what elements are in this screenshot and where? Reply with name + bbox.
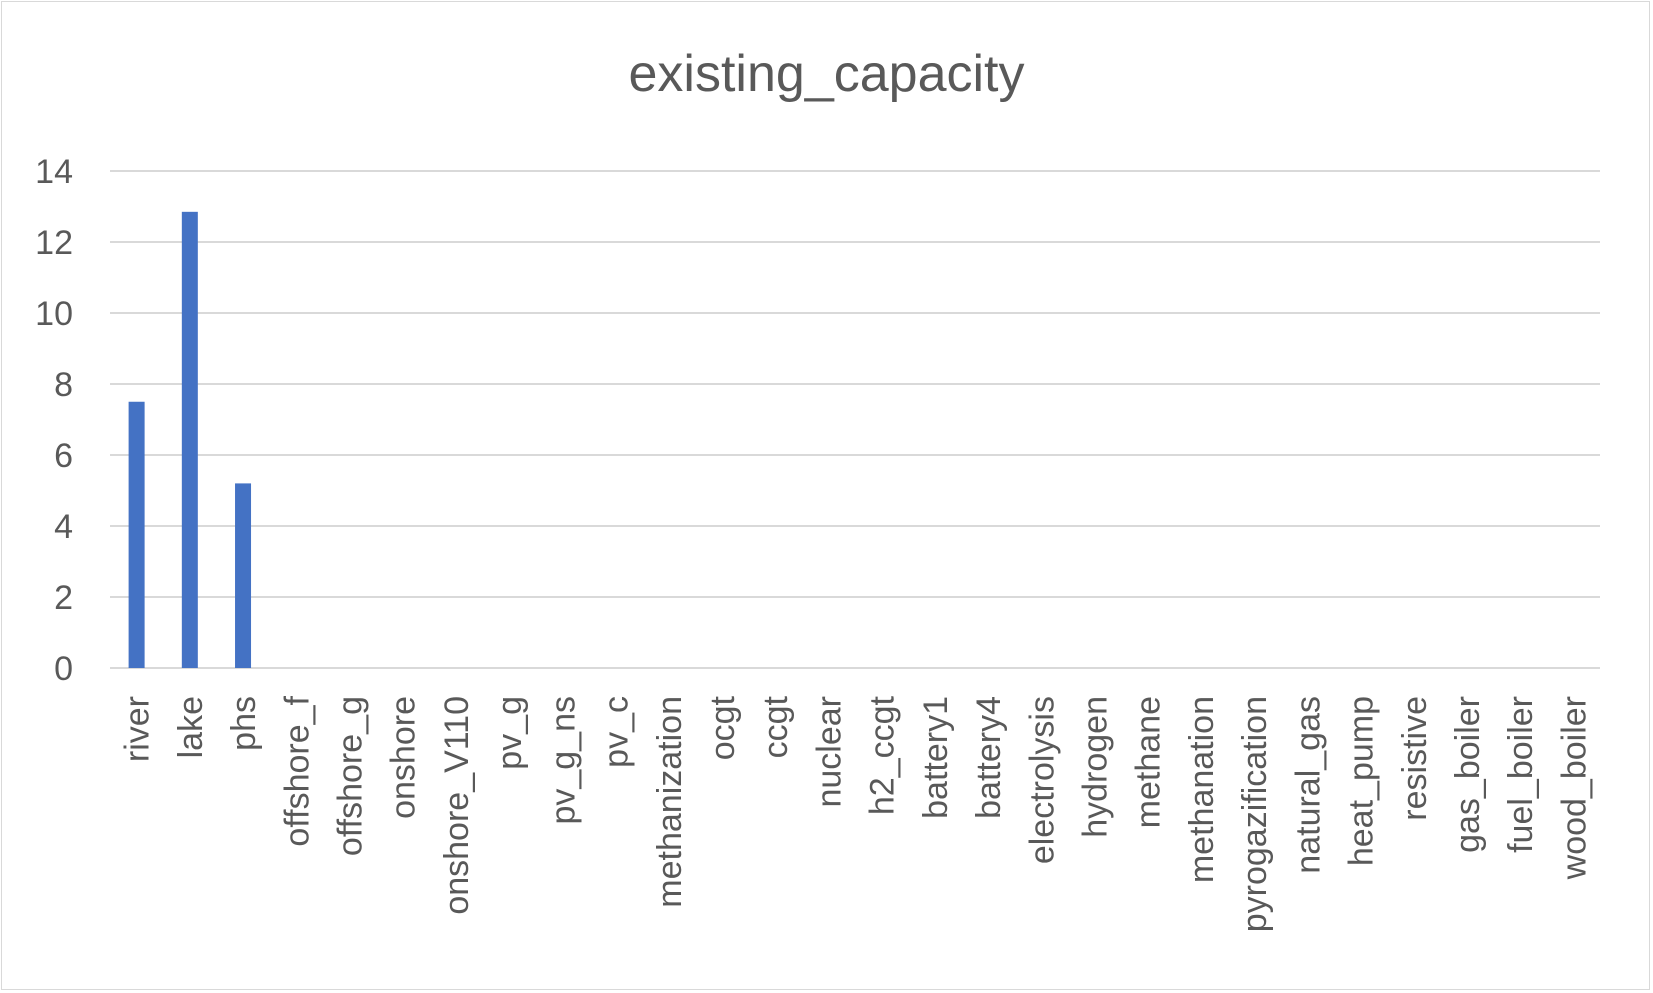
x-tick-label: ocgt: [704, 695, 742, 760]
x-tick-label: battery4: [970, 696, 1008, 819]
bar-river: [128, 401, 145, 668]
x-tick-label: pv_c: [598, 696, 636, 768]
x-tick-label: heat_pump: [1343, 696, 1381, 866]
x-tick-label: river: [119, 696, 157, 762]
y-tick-label: 0: [54, 650, 73, 688]
x-tick-label: hydrogen: [1076, 696, 1114, 838]
x-axis-tick-labels: river lake phs offshore_f offshore_g onshore o…: [119, 695, 1594, 932]
x-tick-label: onshore_V110: [438, 696, 476, 915]
x-tick-label: h2_ccgt: [864, 695, 902, 815]
x-tick-label: ccgt: [757, 695, 795, 758]
x-tick-label: offshore_g: [331, 696, 369, 856]
x-tick-label: pv_g_ns: [544, 696, 582, 825]
y-tick-label: 4: [54, 508, 73, 546]
bar-phs: [235, 483, 252, 668]
x-tick-label: pv_g: [491, 696, 529, 770]
x-tick-label: nuclear: [810, 696, 848, 808]
x-tick-label: natural_gas: [1289, 696, 1327, 874]
x-tick-label: gas_boiler: [1449, 696, 1487, 853]
y-tick-label: 12: [35, 224, 73, 262]
y-tick-label: 8: [54, 366, 73, 404]
y-tick-label: 14: [35, 153, 73, 191]
x-tick-label: phs: [225, 696, 263, 751]
x-tick-label: onshore: [385, 696, 423, 819]
x-tick-label: resistive: [1396, 696, 1434, 821]
x-tick-label: offshore_f: [278, 695, 316, 846]
chart-title: existing_capacity: [628, 45, 1025, 103]
x-tick-label: battery1: [917, 696, 955, 819]
bar-lake: [181, 211, 198, 668]
y-axis-tick-labels: 0 2 4 6 8 10 12 14: [35, 153, 73, 688]
y-tick-label: 2: [54, 579, 73, 617]
x-tick-label: fuel_boiler: [1502, 696, 1540, 853]
x-tick-label: pyrogazification: [1236, 696, 1274, 932]
x-tick-label: lake: [172, 696, 210, 758]
x-tick-label: methane: [1130, 696, 1168, 828]
x-tick-label: wood_boiler: [1555, 696, 1593, 880]
x-tick-label: methanation: [1183, 696, 1221, 883]
gridlines: [110, 170, 1600, 669]
y-tick-label: 6: [54, 437, 73, 475]
x-tick-label: electrolysis: [1023, 696, 1061, 864]
bars: [128, 211, 252, 668]
x-tick-label: methanization: [651, 696, 689, 908]
y-tick-label: 10: [35, 295, 73, 333]
